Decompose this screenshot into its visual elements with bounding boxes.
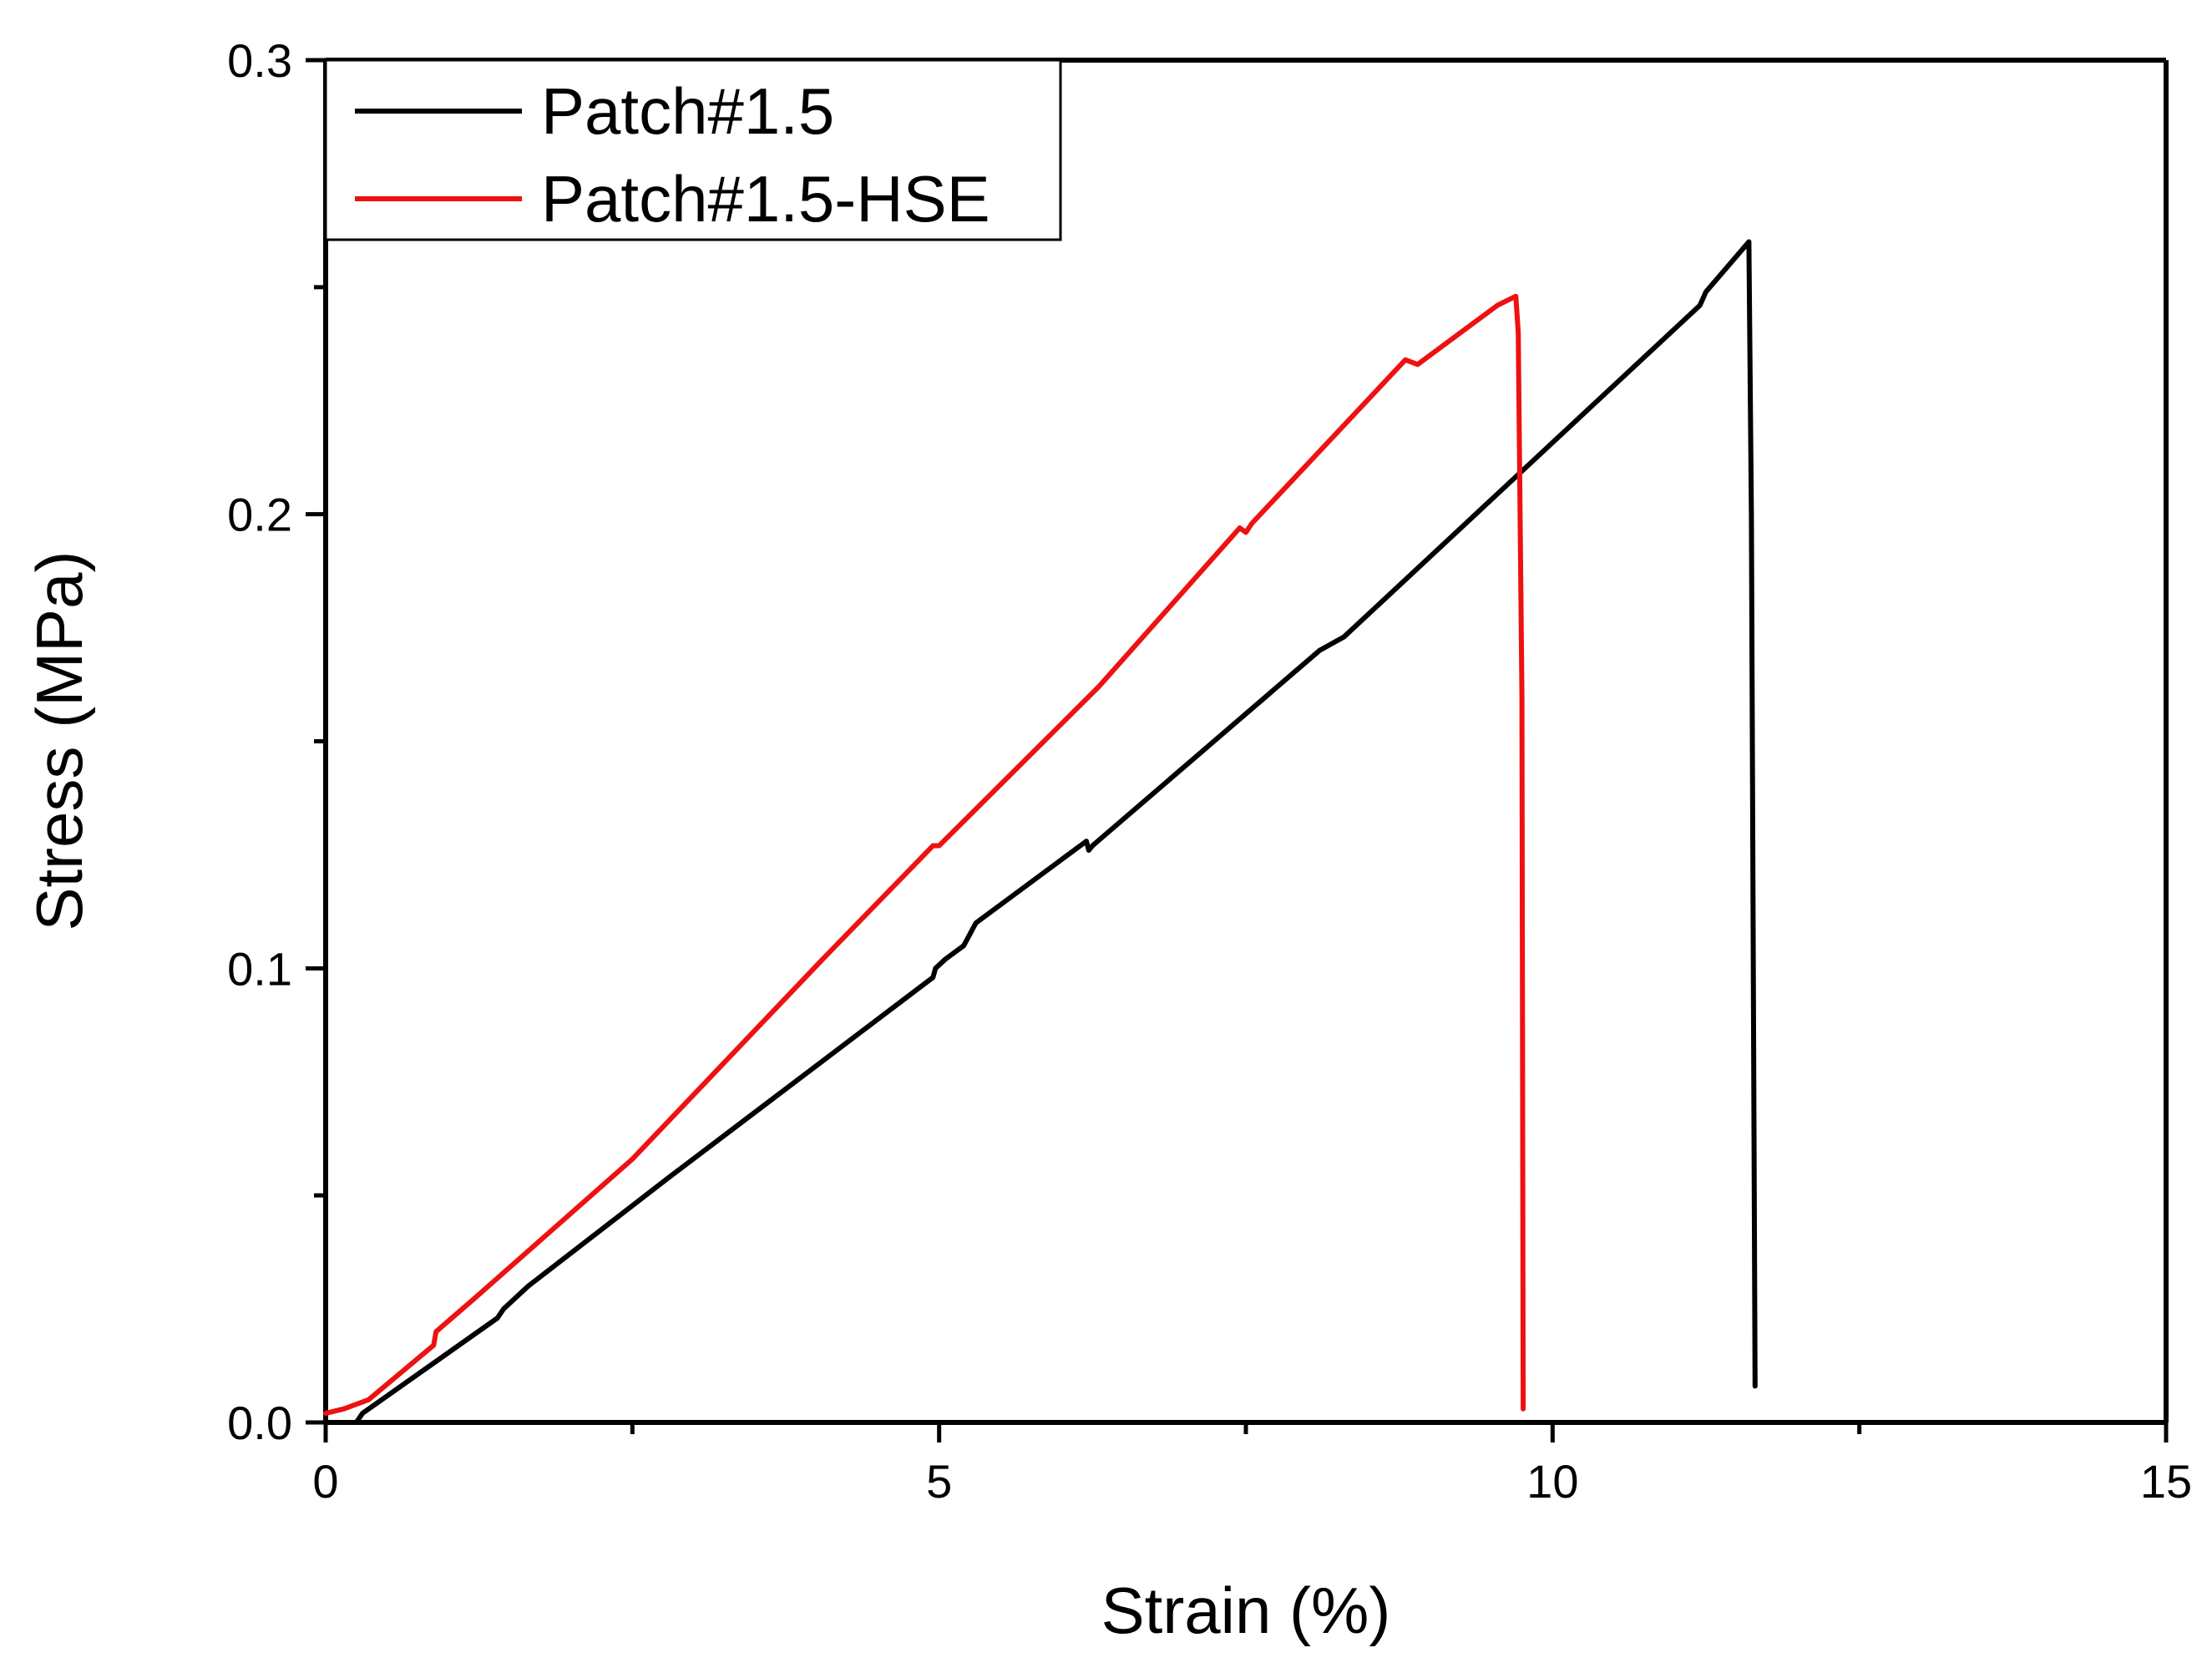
x-axis-ticks: 0 5 10 15 [312,1422,2192,1508]
x-axis-title: Strain (%) [1101,1574,1391,1647]
y-tick-label: 0.0 [227,1397,292,1449]
series-line-patch-1-5-hse [323,293,1526,1417]
y-axis-ticks: 0.0 0.1 0.2 0.3 [227,34,326,1449]
y-tick-label: 0.1 [227,942,292,995]
x-tick-label: 10 [1526,1455,1578,1508]
series-lines [323,239,1758,1425]
y-axis-title: Stress (MPa) [23,550,96,930]
y-tick-label: 0.2 [227,489,292,541]
legend-box [324,58,1062,241]
x-tick-label: 15 [2140,1455,2192,1508]
legend: Patch#1.5 Patch#1.5-HSE [324,58,1062,241]
series-line-patch-1-5 [323,239,1758,1425]
x-tick-label: 0 [312,1455,338,1508]
x-tick-label: 5 [926,1455,952,1508]
legend-label-patch-1-5-hse: Patch#1.5-HSE [541,162,990,236]
y-tick-label: 0.3 [227,34,292,87]
legend-label-patch-1-5: Patch#1.5 [541,74,834,148]
